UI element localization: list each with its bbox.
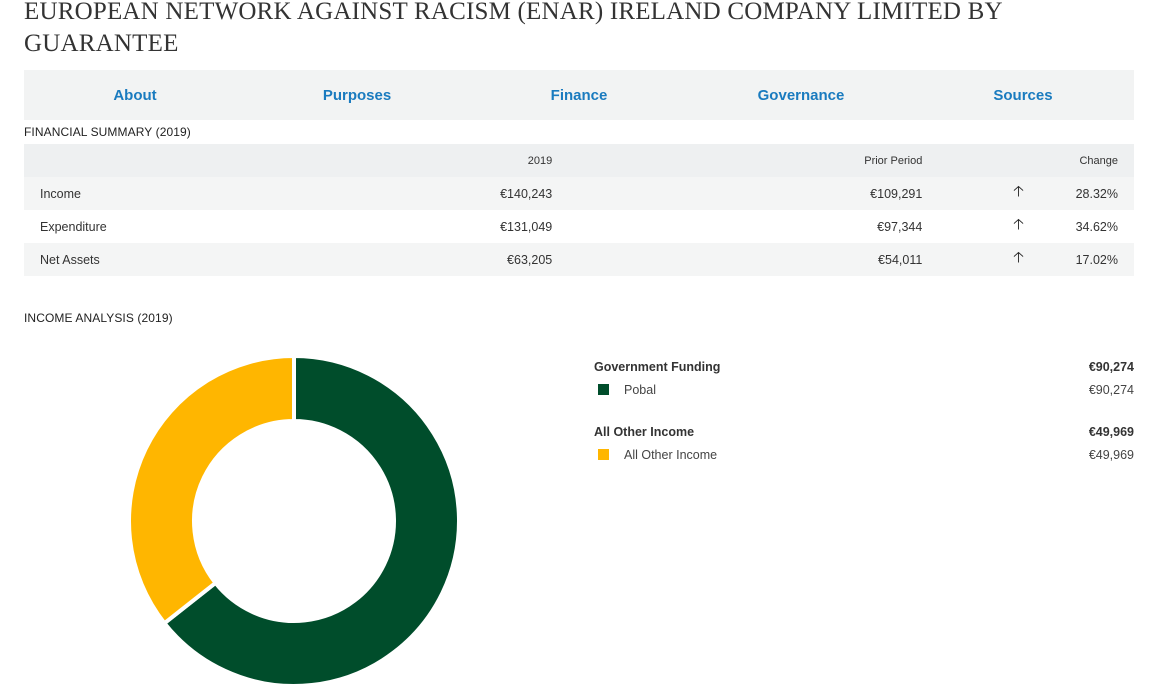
section-tabs: About Purposes Finance Governance Source… (24, 70, 1134, 120)
page-title: EUROPEAN NETWORK AGAINST RACISM (ENAR) I… (24, 0, 1002, 57)
header-label-cell (24, 144, 236, 177)
legend-swatch (598, 384, 609, 395)
row-arrow-cell: 🡡 (922, 243, 1024, 276)
legend-item-left: All Other Income (594, 448, 717, 462)
income-donut-chart (120, 353, 470, 688)
row-arrow-cell: 🡡 (922, 177, 1024, 210)
income-legend: Government Funding €90,274 Pobal €90,274… (594, 355, 1134, 485)
row-year-value: €140,243 (235, 177, 553, 210)
legend-group-government-funding: Government Funding €90,274 Pobal €90,274 (594, 355, 1134, 401)
row-prior-value: €109,291 (552, 177, 923, 210)
header-change: Change (1023, 144, 1134, 177)
legend-group-total: €90,274 (1088, 359, 1134, 374)
donut-slice-pobal[interactable] (161, 353, 461, 688)
row-change-value: 34.62% (1075, 219, 1118, 234)
table-header-row: 2019 Prior Period Change (24, 144, 1134, 177)
legend-group-header: All Other Income €49,969 (594, 420, 1134, 443)
tab-purposes[interactable]: Purposes (322, 86, 392, 104)
tab-sources[interactable]: Sources (993, 86, 1053, 104)
legend-group-header: Government Funding €90,274 (594, 355, 1134, 378)
table-row-income: Income €140,243 €109,291 🡡 28.32% (24, 177, 1134, 210)
arrow-up-icon: 🡡 (1013, 216, 1024, 233)
row-year-value: €131,049 (500, 219, 553, 234)
row-change-value: 28.32% (1023, 177, 1134, 210)
row-label: Expenditure (40, 219, 107, 234)
legend-group-all-other-income: All Other Income €49,969 All Other Incom… (594, 420, 1134, 466)
legend-item-label: Pobal (624, 382, 656, 397)
header-year: 2019 (235, 144, 553, 177)
legend-swatch (598, 449, 609, 460)
row-prior-value: €54,011 (552, 243, 923, 276)
row-label: Net Assets (24, 243, 236, 276)
arrow-up-icon: 🡡 (1013, 249, 1024, 266)
legend-item-pobal[interactable]: Pobal €90,274 (594, 378, 1134, 401)
arrow-up-icon: 🡡 (1013, 183, 1024, 200)
header-prior-period: Prior Period (552, 144, 923, 177)
table-row-expenditure: Expenditure €131,049 €97,344 🡡 34.62% (24, 210, 1134, 243)
row-arrow-cell: 🡡 (922, 210, 1024, 243)
legend-item-label: All Other Income (624, 447, 718, 462)
tab-about[interactable]: About (113, 86, 157, 104)
row-change-value: 17.02% (1023, 243, 1134, 276)
tab-finance[interactable]: Finance (550, 86, 608, 104)
legend-group-total: €49,969 (1088, 424, 1134, 439)
legend-group-name: All Other Income (594, 424, 695, 439)
tab-governance[interactable]: Governance (757, 86, 845, 104)
legend-item-left: Pobal (594, 383, 656, 397)
financial-summary-table: 2019 Prior Period Change Income €140,243… (24, 144, 1134, 276)
legend-item-value: €49,969 (1088, 447, 1134, 462)
row-label: Income (24, 177, 236, 210)
legend-group-name: Government Funding (594, 359, 721, 374)
income-analysis-heading: INCOME ANALYSIS (2019) (24, 311, 173, 325)
legend-item-value: €90,274 (1088, 382, 1134, 397)
header-arrow-cell (922, 144, 1024, 177)
legend-item-all-other-income[interactable]: All Other Income €49,969 (594, 443, 1134, 466)
donut-svg (127, 353, 461, 688)
row-prior-value: €97,344 (877, 219, 923, 234)
financial-summary-heading: FINANCIAL SUMMARY (2019) (24, 125, 191, 139)
donut-slice-all-other-income[interactable] (127, 353, 296, 627)
table-row-net-assets: Net Assets €63,205 €54,011 🡡 17.02% (24, 243, 1134, 276)
row-year-value: €63,205 (235, 243, 553, 276)
